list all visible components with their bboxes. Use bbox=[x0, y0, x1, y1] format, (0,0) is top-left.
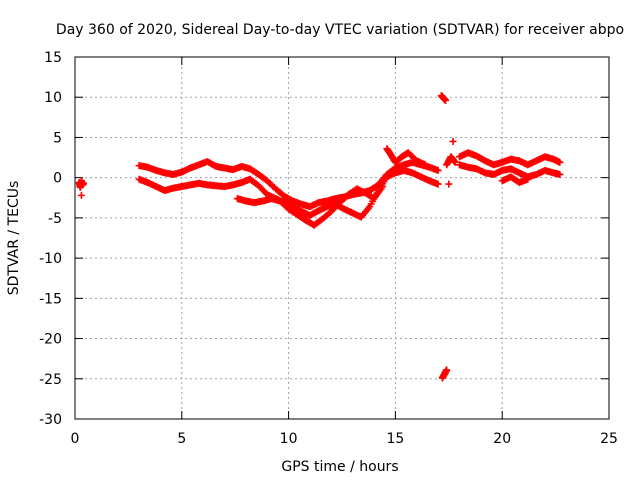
x-tick-label: 15 bbox=[386, 431, 404, 447]
y-tick-label: 10 bbox=[44, 90, 62, 106]
y-tick-label: 5 bbox=[53, 130, 62, 146]
data-point bbox=[442, 96, 450, 104]
data-point bbox=[421, 161, 429, 169]
data-point bbox=[434, 180, 442, 188]
data-point bbox=[445, 180, 453, 188]
y-tick-label: -15 bbox=[39, 291, 62, 307]
data-point bbox=[434, 166, 442, 174]
data-point bbox=[77, 191, 85, 199]
x-tick-label: 5 bbox=[177, 431, 186, 447]
y-tick-label: -5 bbox=[48, 211, 62, 227]
y-tick-label: -10 bbox=[39, 251, 62, 267]
y-tick-label: -20 bbox=[39, 332, 62, 348]
data-point bbox=[379, 183, 387, 191]
data-point bbox=[556, 170, 564, 178]
x-tick-label: 25 bbox=[600, 431, 618, 447]
y-tick-label: 15 bbox=[44, 50, 62, 66]
y-tick-label: -25 bbox=[39, 372, 62, 388]
data-point bbox=[451, 158, 459, 166]
x-tick-label: 0 bbox=[71, 431, 80, 447]
data-point bbox=[80, 179, 88, 187]
x-tick-label: 20 bbox=[493, 431, 511, 447]
data-point bbox=[524, 175, 532, 183]
plot-frame bbox=[74, 56, 610, 420]
chart-title: Day 360 of 2020, Sidereal Day-to-day VTE… bbox=[56, 22, 624, 38]
y-axis: -30 -25 -20 -15 -10 -5 0 5 10 15 bbox=[39, 50, 609, 428]
data-point bbox=[449, 137, 457, 145]
data-point bbox=[556, 158, 564, 166]
x-tick-label: 10 bbox=[280, 431, 298, 447]
y-tick-label: 0 bbox=[53, 171, 62, 187]
x-axis: 0 5 10 15 20 25 bbox=[71, 57, 618, 447]
y-axis-title: SDTVAR / TECUs bbox=[6, 181, 22, 296]
y-tick-label: -30 bbox=[39, 412, 62, 428]
x-axis-title: GPS time / hours bbox=[281, 459, 398, 475]
data-point bbox=[443, 366, 451, 374]
data-series bbox=[75, 92, 564, 382]
grid bbox=[75, 57, 609, 419]
